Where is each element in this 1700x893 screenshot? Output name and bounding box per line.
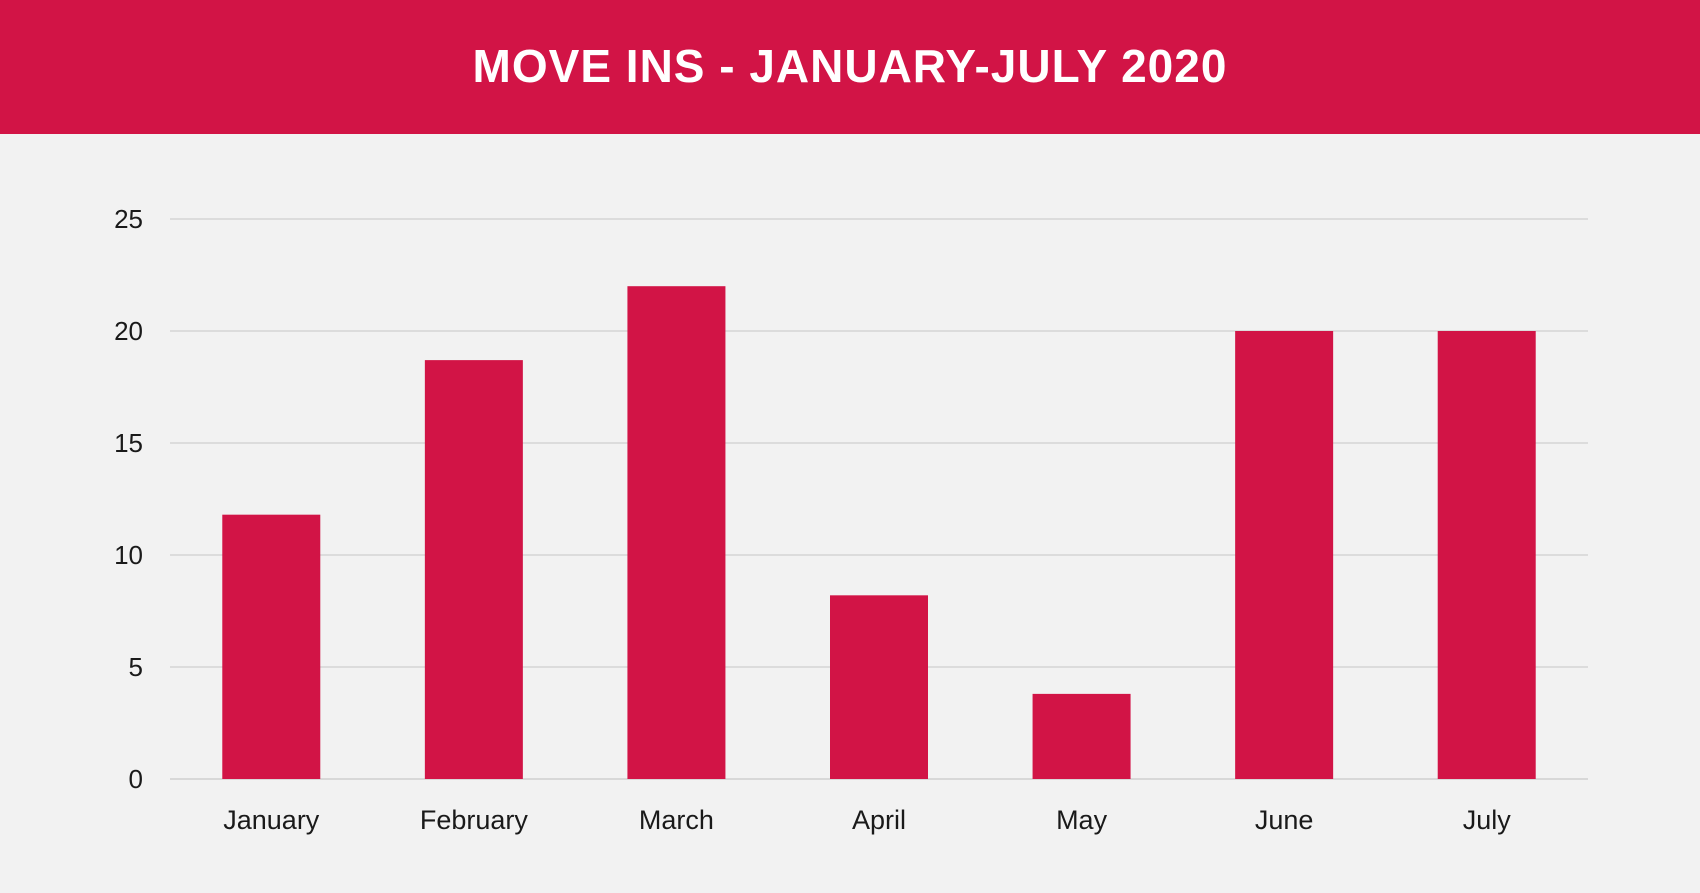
bar-january [222, 514, 321, 779]
x-axis-category-labels: January February March April May June July [223, 805, 1511, 835]
x-category-label: July [1463, 805, 1512, 835]
bar-july [1437, 331, 1536, 779]
y-tick-label: 25 [114, 204, 143, 234]
bar-may [1032, 693, 1131, 779]
y-axis-tick-labels: 0 5 10 15 20 25 [114, 204, 143, 794]
y-tick-label: 15 [114, 428, 143, 458]
x-category-label: April [852, 805, 906, 835]
y-tick-label: 10 [114, 540, 143, 570]
bar-april [830, 595, 928, 779]
chart-title: MOVE INS - JANUARY-JULY 2020 [472, 39, 1228, 92]
chart-header: MOVE INS - JANUARY-JULY 2020 [0, 0, 1700, 134]
x-category-label: February [420, 805, 529, 835]
bars [222, 286, 1536, 779]
bar-june [1235, 331, 1334, 779]
grid-lines [170, 218, 1588, 780]
x-category-label: June [1255, 805, 1314, 835]
y-tick-label: 20 [114, 316, 143, 346]
bar-march [627, 286, 726, 779]
x-category-label: March [639, 805, 714, 835]
y-tick-label: 5 [129, 652, 143, 682]
x-category-label: May [1056, 805, 1108, 835]
x-category-label: January [223, 805, 320, 835]
chart-area: 0 5 10 15 20 25 January February March April May J… [0, 134, 1700, 888]
bar-february [424, 360, 523, 779]
y-tick-label: 0 [129, 764, 143, 794]
